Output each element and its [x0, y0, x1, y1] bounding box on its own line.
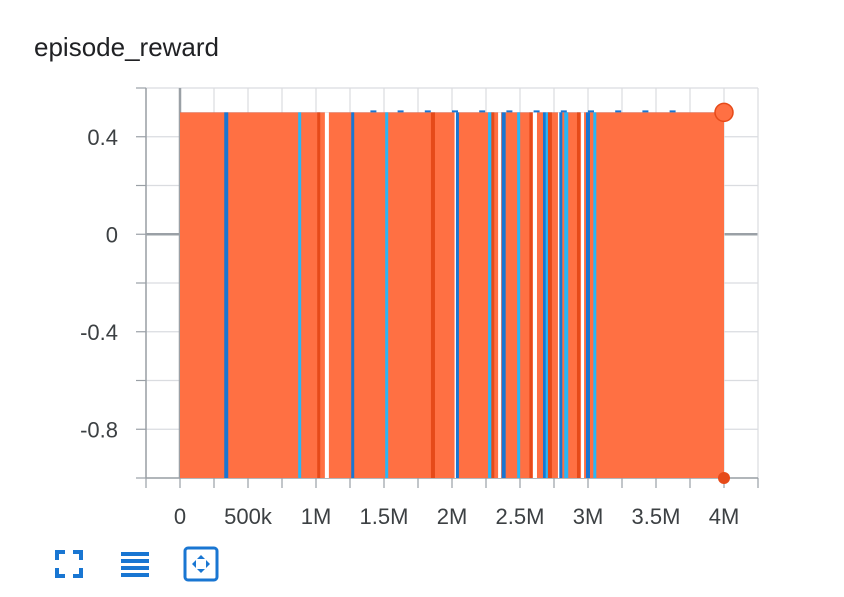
series-spike — [298, 112, 302, 478]
fullscreen-icon — [55, 550, 83, 578]
series-end-point-orange — [714, 102, 734, 123]
chart-title: episode_reward — [34, 32, 220, 62]
chart-toolbar — [48, 543, 222, 585]
series-spike — [593, 112, 597, 478]
series-spike — [545, 112, 549, 478]
series-spike — [547, 112, 552, 478]
series-spike — [324, 112, 329, 478]
series-spike — [224, 112, 229, 478]
y-tick-label: -0.8 — [80, 417, 118, 442]
series-spike — [351, 112, 355, 478]
x-tick-label: 3M — [573, 504, 604, 529]
episode-reward-chart: 0.4 0 -0.4 -0.8 0 500k 1M 1.5M 2M 2.5M 3M 3.5M 4M — [80, 87, 759, 529]
series-spike — [430, 112, 435, 478]
series-end-point-dark — [718, 472, 730, 484]
fullscreen-button[interactable] — [48, 543, 90, 585]
toggle-log-scale-button[interactable] — [114, 543, 156, 585]
series-spike — [498, 112, 502, 478]
y-tick-label: -0.4 — [80, 320, 118, 345]
series-spike — [455, 112, 459, 478]
series-spike — [488, 112, 493, 478]
series-spike — [586, 112, 590, 478]
series-spike — [529, 112, 533, 478]
series-spike — [542, 112, 546, 478]
series-spike — [491, 112, 495, 478]
x-tick-label: 1.5M — [360, 504, 409, 529]
y-tick-label: 0 — [106, 222, 118, 247]
y-tick-label: 0.4 — [87, 125, 118, 150]
series-spike — [559, 112, 563, 478]
series-spike — [317, 112, 321, 478]
series-spike — [517, 112, 521, 478]
x-tick-label: 0 — [174, 504, 186, 529]
x-tick-label: 2.5M — [496, 504, 545, 529]
x-tick-label: 4M — [709, 504, 740, 529]
toggle-log-scale-icon — [121, 552, 149, 577]
x-tick-label: 2M — [437, 504, 468, 529]
series-spike — [385, 112, 389, 478]
series-spike — [564, 112, 569, 478]
x-tick-label: 1M — [301, 504, 332, 529]
x-tick-label: 500k — [224, 504, 273, 529]
fit-domain-button[interactable] — [180, 543, 222, 585]
series-spike — [532, 112, 537, 478]
series-spike — [576, 112, 580, 478]
series-spike — [581, 112, 585, 478]
series-area-orange — [180, 112, 724, 478]
x-tick-label: 3.5M — [632, 504, 681, 529]
fit-domain-icon — [183, 546, 219, 582]
series-spike — [501, 112, 506, 478]
